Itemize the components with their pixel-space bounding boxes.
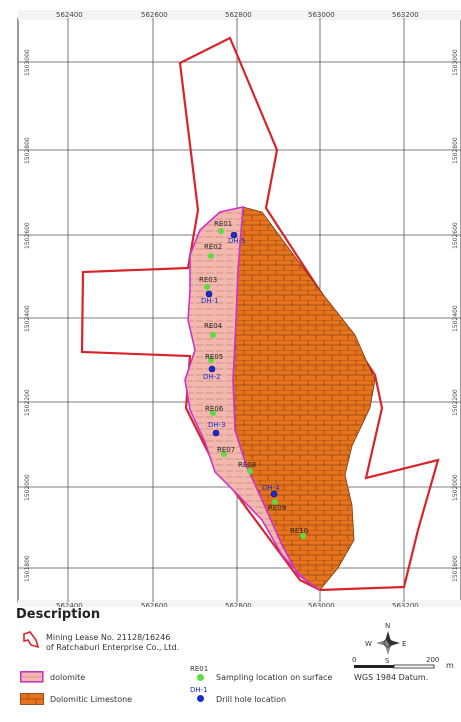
label-dh4: DH-4 [262,484,280,492]
sample-point-re05 [208,357,214,363]
legend-dh-label: DH-1 [190,686,208,694]
legend-re-label: RE01 [190,665,209,673]
label-re03: RE03 [199,276,217,284]
legend-dolomite: dolomite [50,673,86,682]
sample-point-re03 [204,284,210,290]
sampling-points [204,228,306,539]
sample-dot-icon [197,674,204,681]
drill-hole-dh3 [212,429,220,437]
scale-200: 200 [426,656,440,664]
y-label-right-4: 1502400 [452,305,459,332]
geologic-map: RE01 RE02 RE03 RE04 RE05 RE06 RE07 RE08 … [17,10,461,607]
top-coordinate-strip [18,10,461,20]
sample-point-re06 [210,410,216,416]
x-label-top-5: 563200 [392,11,419,19]
scale-bar [354,664,435,669]
drill-hole-dh1 [205,290,213,298]
label-re01: RE01 [214,220,232,228]
label-dh2: DH-2 [203,373,221,381]
x-label-top-1: 562400 [56,11,83,19]
label-re08: RE08 [238,461,256,469]
label-dh3: DH-3 [208,421,226,429]
y-label-1: 1503000 [24,49,31,76]
legend-panel: Description Mining Lease No. 21128/16246… [16,607,461,722]
mining-lease-boundary [80,36,440,592]
y-label-2: 1502800 [24,137,31,164]
label-re10: RE10 [290,527,308,535]
drill-dot-icon [197,695,204,702]
lease-symbol-icon [23,631,40,649]
x-label-bottom-5: 563200 [392,602,419,607]
label-re07: RE07 [217,446,235,454]
bottom-coordinate-strip [18,600,461,607]
y-label-right-5: 1502200 [452,389,459,416]
y-label-right-6: 1502000 [452,474,459,501]
sample-point-re04 [210,332,216,338]
x-label-bottom-2: 562600 [141,602,168,607]
drill-holes [205,231,278,498]
legend-lease-line2: of Ratchaburi Enterprise Co., Ltd. [46,643,180,652]
north-arrow-icon [376,631,400,655]
label-re04: RE04 [204,322,223,330]
sample-point-re09 [272,499,278,505]
scale-unit: m [446,661,454,670]
y-label-right-3: 1502600 [452,222,459,249]
y-label-3: 1502600 [24,222,31,249]
dolomite-swatch-icon [20,671,44,683]
drill-hole-dh4 [270,490,278,498]
y-label-right-7: 1501800 [452,555,459,582]
sample-point-re07 [221,451,227,457]
y-label-4: 1502400 [24,305,31,332]
label-re05: RE05 [205,353,223,361]
sample-point-re08 [247,468,253,474]
legend-title: Description [16,607,101,622]
label-dh5: DH-5 [228,237,246,245]
limestone-swatch-icon [20,693,44,705]
label-re06: RE06 [205,405,224,413]
y-label-5: 1502200 [24,389,31,416]
label-re02: RE02 [204,243,222,251]
x-label-top-3: 562800 [225,11,252,19]
x-label-bottom-1: 562400 [56,602,83,607]
compass-west: W [365,640,372,648]
legend-lease-line1: Mining Lease No. 21128/16246 [46,633,171,642]
sample-point-re01 [218,228,224,234]
scale-zero: 0 [352,656,357,664]
sample-point-re10 [300,533,306,539]
drill-hole-dh2 [208,365,216,373]
legend-re-desc: Sampling location on surface [216,673,333,682]
x-label-top-2: 562600 [141,11,168,19]
compass-north: N [385,622,391,630]
dolomite-area [184,205,321,591]
x-label-top-4: 563000 [308,11,335,19]
sample-point-re02 [208,253,214,259]
y-label-right-2: 1502800 [452,137,459,164]
legend-dh-desc: Drill hole location [216,695,287,704]
compass-south: S [385,657,390,665]
label-re09: RE09 [268,504,286,512]
label-dh1: DH-1 [201,297,219,305]
y-label-7: 1501800 [24,555,31,582]
x-label-bottom-4: 563000 [308,602,335,607]
datum-label: WGS 1984 Datum. [354,673,429,682]
legend-limestone: Dolomitic Limestone [50,695,133,704]
drill-hole-dh5 [230,231,238,239]
y-label-right-1: 1503000 [452,49,459,76]
compass-east: E [402,640,407,648]
x-label-bottom-3: 562800 [225,602,252,607]
y-label-6: 1502000 [24,474,31,501]
